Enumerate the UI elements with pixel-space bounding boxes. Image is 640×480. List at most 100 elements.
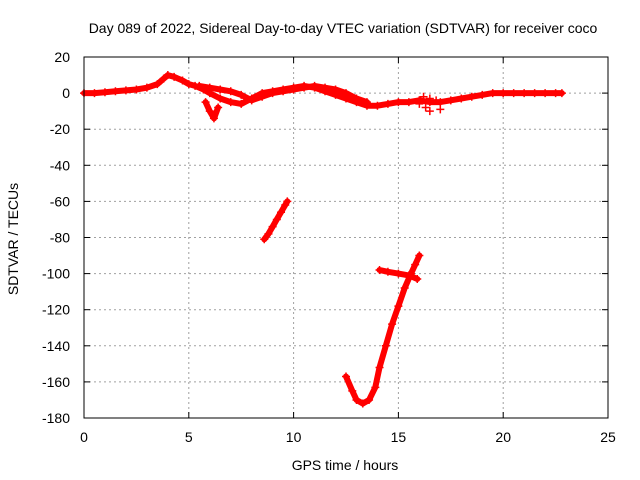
data-point — [499, 89, 508, 98]
data-point — [415, 99, 424, 108]
data-point — [394, 269, 403, 278]
data-point — [373, 101, 382, 110]
series-dip-near-6h — [201, 98, 223, 123]
data-point — [404, 98, 413, 107]
data-point — [358, 399, 367, 408]
data-point — [121, 86, 130, 95]
data-point — [394, 98, 403, 107]
data-point — [415, 251, 424, 260]
data-point — [205, 107, 214, 116]
series-line — [202, 99, 222, 122]
data-point — [342, 89, 350, 98]
y-axis-label: SDTVAR / TECUs — [5, 183, 21, 295]
x-tick-label: 5 — [185, 429, 193, 445]
data-point — [247, 96, 256, 105]
data-point — [178, 76, 187, 85]
data-point — [375, 265, 384, 274]
data-point — [404, 271, 413, 280]
data-point — [170, 72, 179, 81]
series-upper-branch — [195, 81, 371, 107]
axis-ticks: 0 5 10 15 20 25 20 0 -20 -40 -60 -80 -100 -120 -140 -16… — [42, 49, 616, 445]
data-point — [142, 83, 151, 92]
data-point — [419, 92, 428, 101]
data-point — [260, 235, 269, 244]
x-tick-label: 20 — [495, 429, 511, 445]
series-scatter-16-17h — [415, 92, 445, 116]
data-point — [184, 80, 193, 89]
data-point — [153, 80, 162, 89]
x-tick-label: 0 — [80, 429, 88, 445]
data-point — [520, 89, 529, 98]
data-point — [279, 87, 288, 96]
data-point — [371, 383, 380, 392]
y-tick-label: 20 — [54, 49, 70, 65]
x-tick-label: 15 — [391, 429, 407, 445]
data-point — [237, 99, 246, 108]
data-point — [413, 275, 422, 284]
data-point — [478, 90, 487, 99]
plot-frame — [83, 56, 609, 419]
data-point — [383, 267, 392, 276]
series-segment-9h — [260, 197, 292, 244]
data-point — [214, 103, 223, 112]
data-point — [509, 89, 518, 98]
data-point — [331, 85, 340, 94]
data-point — [411, 260, 420, 269]
data-point — [467, 92, 476, 101]
data-markers — [80, 71, 566, 408]
y-tick-label: -20 — [50, 121, 70, 137]
y-tick-label: 0 — [62, 85, 70, 101]
data-point — [388, 320, 397, 329]
data-point — [400, 284, 409, 293]
data-point — [310, 81, 319, 90]
x-axis-label: GPS time / hours — [292, 457, 399, 473]
data-point — [432, 96, 441, 105]
data-point — [541, 89, 550, 98]
data-point — [436, 105, 445, 114]
data-point — [111, 87, 120, 96]
chart-title: Day 089 of 2022, Sidereal Day-to-day VTE… — [89, 20, 598, 36]
data-point — [159, 74, 168, 83]
data-point — [264, 229, 273, 238]
data-point — [226, 98, 235, 107]
series-segment-14-16h — [375, 265, 422, 284]
data-point — [205, 83, 214, 92]
data-point — [237, 90, 246, 99]
data-point — [268, 222, 277, 231]
data-point — [352, 395, 361, 404]
data-point — [457, 94, 466, 103]
x-tick-label: 10 — [286, 429, 302, 445]
data-point — [365, 395, 374, 404]
data-point — [383, 99, 392, 108]
data-point — [209, 114, 218, 123]
data-point — [446, 96, 455, 105]
data-point — [425, 107, 434, 116]
data-point — [163, 71, 172, 80]
data-point — [289, 85, 298, 94]
data-point — [201, 98, 210, 107]
grid-lines — [84, 57, 608, 418]
data-point — [425, 94, 434, 103]
data-point — [216, 85, 225, 94]
y-tick-label: -120 — [42, 302, 70, 318]
data-point — [352, 94, 361, 103]
data-point — [277, 208, 286, 217]
y-tick-label: -40 — [50, 157, 70, 173]
data-point — [268, 89, 277, 98]
data-point — [132, 85, 141, 94]
data-point — [557, 89, 566, 98]
data-point — [272, 215, 281, 224]
data-point — [436, 98, 445, 107]
data-point — [90, 89, 99, 98]
data-point — [530, 89, 539, 98]
y-tick-label: -160 — [42, 374, 70, 390]
data-point — [321, 83, 330, 92]
data-point — [488, 89, 497, 98]
data-point — [394, 302, 403, 311]
data-point — [300, 83, 309, 92]
data-point — [216, 94, 225, 103]
series-late-trace — [415, 89, 566, 107]
data-point — [362, 98, 371, 107]
data-point — [100, 88, 109, 97]
